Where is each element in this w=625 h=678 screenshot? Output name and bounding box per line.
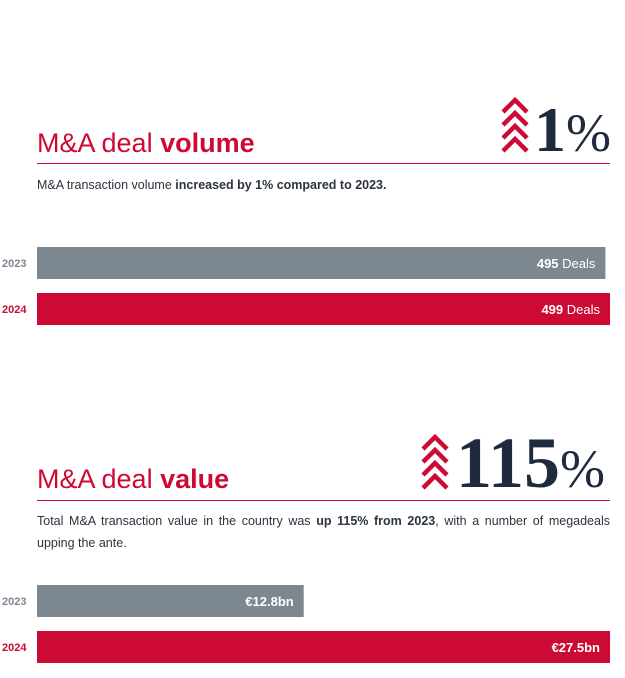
- value-desc-bold: up 115% from 2023: [316, 514, 436, 528]
- volume-title-prefix: M&A deal: [37, 128, 161, 158]
- value-big-number: 115%: [456, 427, 605, 499]
- volume-big-pct: %: [566, 103, 611, 163]
- volume-title: M&A deal volume: [37, 128, 255, 159]
- volume-desc-bold: increased by 1% compared to 2023.: [175, 178, 387, 192]
- volume-divider: [37, 163, 610, 164]
- chevron-up-icon: [421, 433, 449, 490]
- volume-description: M&A transaction volume increased by 1% c…: [37, 174, 610, 196]
- value-title-prefix: M&A deal: [37, 464, 161, 494]
- volume-big-digits: 1: [534, 94, 566, 165]
- volume-section: 1% M&A deal volume M&A transaction volum…: [37, 96, 611, 196]
- chevron-up-icon: [501, 96, 529, 153]
- value-title-bold: value: [160, 464, 230, 494]
- value-description: Total M&A transaction value in the count…: [37, 510, 610, 554]
- value-title: M&A deal value: [37, 464, 229, 495]
- value-big-pct: %: [560, 439, 606, 499]
- value-big-digits: 115: [456, 423, 561, 503]
- value-desc-prefix: Total M&A transaction value in the count…: [37, 514, 317, 528]
- value-desc-suffix: , with a number of megadeals upping the …: [37, 514, 610, 550]
- volume-title-bold: volume: [160, 128, 255, 158]
- volume-desc-prefix: M&A transaction volume: [37, 178, 176, 192]
- value-divider: [37, 500, 610, 501]
- volume-big-number: 1%: [534, 98, 611, 162]
